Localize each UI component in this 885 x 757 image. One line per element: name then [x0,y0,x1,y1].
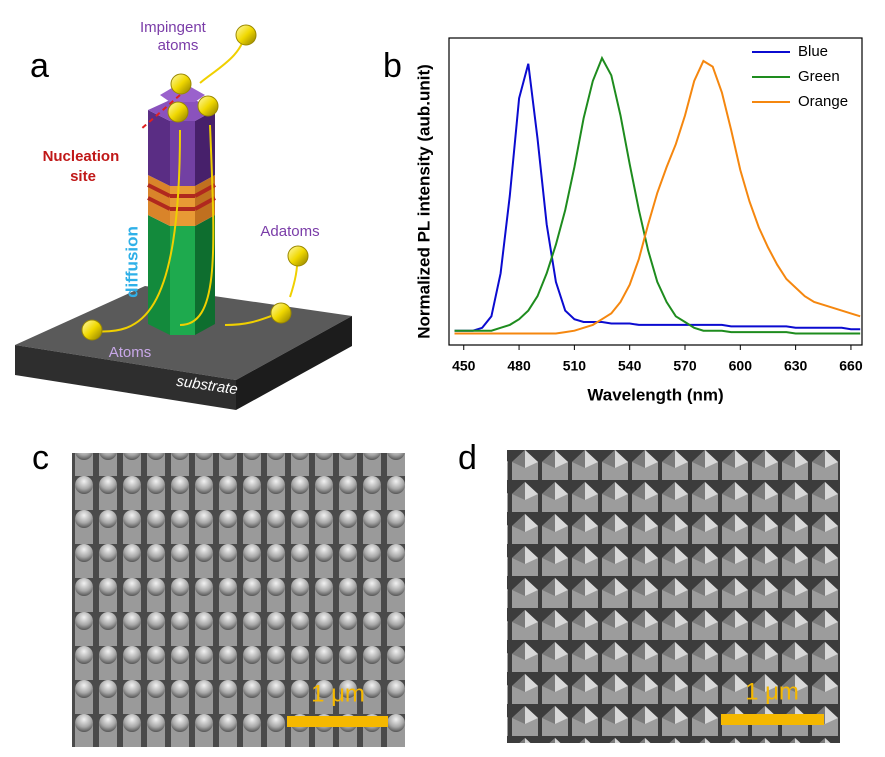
label: Atoms [109,344,152,361]
label-line: Nucleation [43,148,120,165]
label: diffusion [122,226,141,298]
x-tick-label: 630 [784,358,808,374]
label-line: site [70,168,96,185]
pillar-face [170,121,195,186]
label-line: atoms [158,37,199,54]
pillar-face [195,215,215,335]
legend-label: Orange [798,93,848,110]
x-tick-label: 450 [452,358,476,374]
x-tick-label: 510 [563,358,587,374]
x-tick-label: 660 [839,358,863,374]
diagram: Impingent atoms Nucleation site diffusio… [15,19,352,410]
x-axis-label: Wavelength (nm) [587,385,723,404]
sem-image [507,450,840,743]
panel-label: d [458,439,477,477]
label: Adatoms [260,223,319,240]
x-tick-label: 600 [729,358,753,374]
plot-frame [448,37,863,346]
scale-label: 1 μm [311,680,365,707]
panel-label: c [32,439,49,477]
scale-label: 1 μm [745,678,799,705]
atoms [81,24,309,341]
scale-bar [721,714,824,725]
x-tick-label: 570 [673,358,697,374]
substrate-side [15,345,236,410]
scale-bar [287,716,388,727]
pillar-face [170,226,195,335]
panel-label: b [383,47,402,85]
panel-label: a [30,47,49,85]
x-tick-label: 480 [507,358,531,374]
x-tick-label: 540 [618,358,642,374]
sem-image [72,453,405,747]
line-series [454,59,861,335]
label-line: Impingent [140,19,207,36]
label: Nucleation site [43,148,124,185]
line-series [454,63,861,332]
legend-label: Blue [798,43,828,60]
line-series [454,55,861,335]
pillar-face [148,110,170,186]
y-axis-label: Normalized PL intensity (aub.unit) [414,64,433,339]
pillar-face [148,215,170,335]
legend-label: Green [798,68,840,85]
pillar-stripes [170,186,195,226]
label: Impingent atoms [140,19,210,54]
substrate-side [236,316,352,410]
